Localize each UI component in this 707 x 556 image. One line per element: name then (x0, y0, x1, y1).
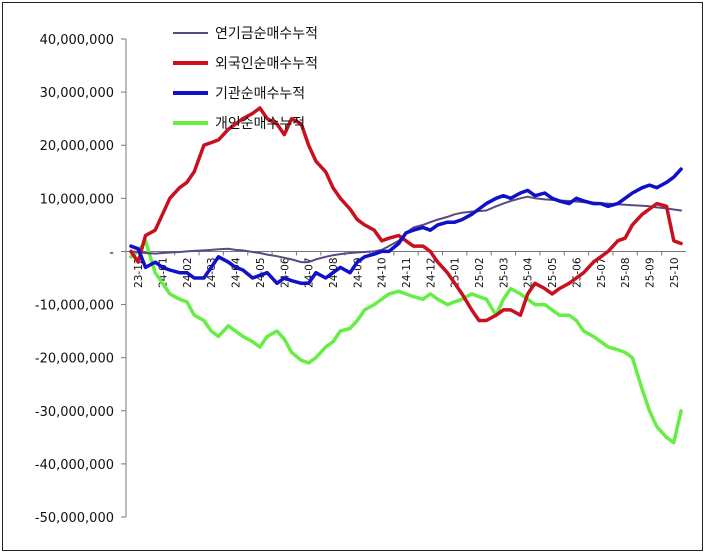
x-tick-label: 25-08 (620, 257, 632, 288)
x-tick-label: 25-07 (596, 257, 608, 288)
x-tick-label: 24-06 (279, 257, 291, 288)
x-tick-label: 25-03 (498, 257, 510, 288)
y-tick-label: - (109, 245, 114, 260)
x-tick-label: 24-11 (401, 257, 413, 288)
y-tick-label: -20,000,000 (35, 352, 114, 367)
x-tick-label: 24-12 (425, 257, 437, 288)
x-tick-label: 24-03 (206, 257, 218, 288)
series-line-3 (129, 239, 683, 445)
legend-label-1: 외국인순매수누적 (215, 56, 318, 72)
legend-label-0: 연기금순매수누적 (215, 26, 318, 42)
line-chart: 40,000,000 30,000,000 20,000,000 10,000,000… (35, 26, 686, 526)
y-tick-label: 20,000,000 (40, 139, 114, 154)
y-tick-label: 10,000,000 (40, 192, 114, 207)
y-tick-label: 40,000,000 (40, 33, 114, 48)
series-line-2 (129, 167, 683, 286)
legend-label-3: 개인순매수누적 (215, 116, 305, 132)
y-tick-label: -50,000,000 (35, 511, 114, 526)
chart-frame: 40,000,000 30,000,000 20,000,000 10,000,000… (2, 2, 703, 551)
y-tick-label: -10,000,000 (35, 299, 114, 314)
x-tick-label: 25-04 (523, 257, 535, 288)
x-tick-label: 24-10 (377, 257, 389, 288)
x-tick-label: 25-02 (474, 257, 486, 288)
y-tick-label: -40,000,000 (35, 458, 114, 473)
y-tick-label: 30,000,000 (40, 86, 114, 101)
y-tick-label: -30,000,000 (35, 405, 114, 420)
series-line-1 (129, 106, 683, 323)
x-tick-label: 23-12 (133, 257, 145, 288)
y-tick-labels: 40,000,000 30,000,000 20,000,000 10,000,000… (35, 33, 114, 526)
x-tick-label: 25-09 (644, 257, 656, 288)
series-line-0 (129, 195, 683, 264)
x-tick-label: 25-05 (547, 257, 559, 288)
series-lines (129, 106, 683, 445)
legend-label-2: 기관순매수누적 (215, 86, 305, 102)
x-tick-label: 24-05 (255, 257, 267, 288)
x-tick-label: 24-04 (231, 257, 243, 288)
x-tick-label: 25-10 (669, 257, 681, 288)
